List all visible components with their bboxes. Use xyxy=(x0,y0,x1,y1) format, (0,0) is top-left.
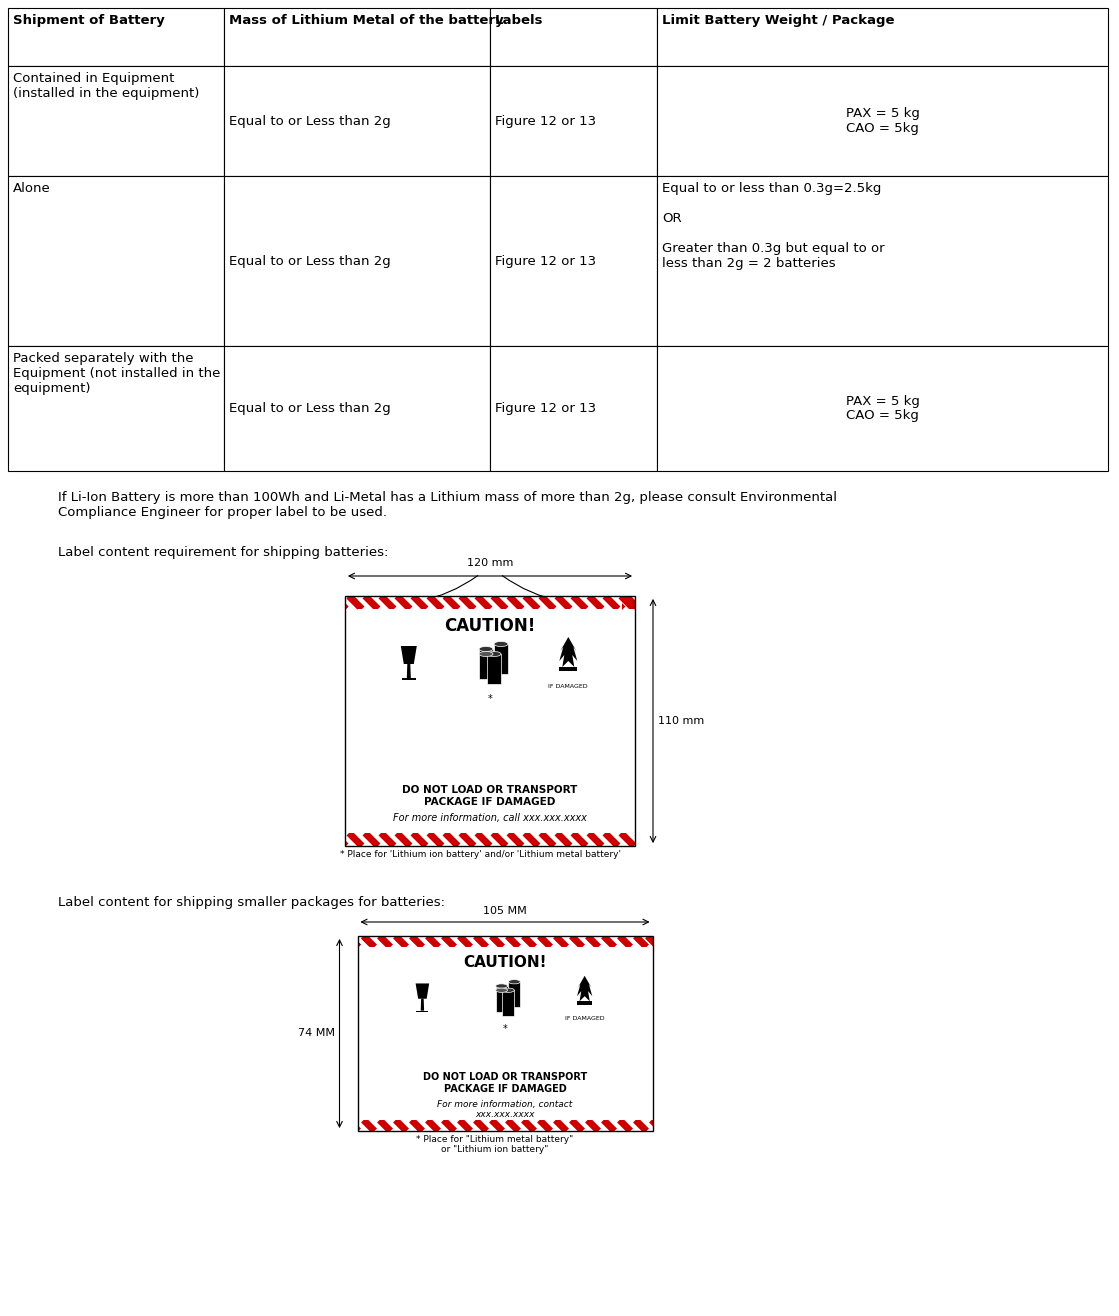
Bar xyxy=(345,833,634,846)
Bar xyxy=(657,176,1108,346)
Bar xyxy=(622,596,634,846)
Text: Figure 12 or 13: Figure 12 or 13 xyxy=(495,254,596,267)
Bar xyxy=(577,1001,592,1004)
Text: 110 mm: 110 mm xyxy=(658,716,704,726)
Bar xyxy=(345,596,358,846)
Ellipse shape xyxy=(493,641,508,646)
Bar xyxy=(490,8,657,66)
Bar xyxy=(8,8,224,66)
Polygon shape xyxy=(402,678,416,680)
Text: Contained in Equipment
(installed in the equipment): Contained in Equipment (installed in the… xyxy=(13,72,199,100)
Bar xyxy=(358,609,622,833)
Bar xyxy=(8,66,224,176)
Text: Packed separately with the
Equipment (not installed in the
equipment): Packed separately with the Equipment (no… xyxy=(13,351,220,395)
Bar xyxy=(224,176,490,346)
Bar xyxy=(345,596,634,609)
Bar xyxy=(357,1120,652,1130)
Text: DO NOT LOAD OR TRANSPORT
PACKAGE IF DAMAGED: DO NOT LOAD OR TRANSPORT PACKAGE IF DAMA… xyxy=(403,786,577,807)
Text: Equal to or less than 0.3g=2.5kg

OR

Greater than 0.3g but equal to or
less tha: Equal to or less than 0.3g=2.5kg OR Grea… xyxy=(662,182,885,270)
Polygon shape xyxy=(401,646,416,665)
Bar xyxy=(502,990,515,1016)
Polygon shape xyxy=(407,665,411,678)
Bar xyxy=(641,936,652,1130)
Text: For more information, call xxx.xxx.xxxx: For more information, call xxx.xxx.xxxx xyxy=(393,813,587,822)
Bar xyxy=(345,833,634,846)
Text: *: * xyxy=(488,694,492,704)
Bar xyxy=(479,649,493,679)
Bar xyxy=(368,948,641,1120)
Bar xyxy=(357,936,652,948)
Bar xyxy=(345,596,634,609)
Text: CAUTION!: CAUTION! xyxy=(444,617,536,636)
Bar xyxy=(357,936,652,948)
Bar xyxy=(224,8,490,66)
Text: If Li-Ion Battery is more than 100Wh and Li-Metal has a Lithium mass of more tha: If Li-Ion Battery is more than 100Wh and… xyxy=(58,491,837,519)
Bar xyxy=(490,346,657,471)
Bar xyxy=(487,654,501,684)
Text: Labels: Labels xyxy=(495,14,544,28)
Text: PAX = 5 kg
CAO = 5kg: PAX = 5 kg CAO = 5kg xyxy=(846,395,920,422)
Bar xyxy=(345,596,634,846)
Bar xyxy=(657,8,1108,66)
Bar xyxy=(8,346,224,471)
Bar xyxy=(224,66,490,176)
Bar xyxy=(357,936,652,1130)
Text: * Place for 'Lithium ion battery' and/or 'Lithium metal battery': * Place for 'Lithium ion battery' and/or… xyxy=(339,850,621,859)
Polygon shape xyxy=(421,999,424,1011)
Text: Mass of Lithium Metal of the battery: Mass of Lithium Metal of the battery xyxy=(229,14,504,28)
Text: Equal to or Less than 2g: Equal to or Less than 2g xyxy=(229,254,391,267)
Text: *: * xyxy=(502,1024,507,1034)
Bar xyxy=(345,596,358,846)
Text: Equal to or Less than 2g: Equal to or Less than 2g xyxy=(229,401,391,415)
Text: CAUTION!: CAUTION! xyxy=(463,955,547,970)
Text: For more information, contact
xxx.xxx.xxxx: For more information, contact xxx.xxx.xx… xyxy=(438,1100,573,1120)
Bar xyxy=(357,1120,652,1130)
Ellipse shape xyxy=(496,988,508,992)
Bar xyxy=(357,936,368,1130)
Polygon shape xyxy=(415,983,430,999)
Bar xyxy=(345,596,634,846)
Bar xyxy=(657,66,1108,176)
Ellipse shape xyxy=(479,646,493,651)
Ellipse shape xyxy=(496,984,508,988)
Text: Label content requirement for shipping batteries:: Label content requirement for shipping b… xyxy=(58,546,388,559)
Ellipse shape xyxy=(502,988,515,992)
Bar xyxy=(490,176,657,346)
Polygon shape xyxy=(560,637,577,667)
Text: Limit Battery Weight / Package: Limit Battery Weight / Package xyxy=(662,14,894,28)
Bar xyxy=(224,346,490,471)
Text: 105 MM: 105 MM xyxy=(483,905,527,916)
Bar xyxy=(8,176,224,346)
Text: * Place for "Lithium metal battery"
or "Lithium ion battery": * Place for "Lithium metal battery" or "… xyxy=(416,1134,574,1154)
Bar xyxy=(641,936,652,1130)
Text: IF DAMAGED: IF DAMAGED xyxy=(548,684,589,690)
Bar xyxy=(622,596,634,846)
Bar xyxy=(657,346,1108,471)
Text: 120 mm: 120 mm xyxy=(467,558,514,569)
Text: PAX = 5 kg
CAO = 5kg: PAX = 5 kg CAO = 5kg xyxy=(846,107,920,136)
Polygon shape xyxy=(577,975,592,1001)
Bar xyxy=(490,66,657,176)
Polygon shape xyxy=(416,1011,429,1012)
Bar xyxy=(560,667,577,671)
Bar xyxy=(493,644,508,674)
Text: Figure 12 or 13: Figure 12 or 13 xyxy=(495,114,596,128)
Text: Shipment of Battery: Shipment of Battery xyxy=(13,14,164,28)
Ellipse shape xyxy=(508,979,520,984)
Text: Label content for shipping smaller packages for batteries:: Label content for shipping smaller packa… xyxy=(58,896,445,909)
Ellipse shape xyxy=(487,651,501,657)
Bar xyxy=(496,986,508,1012)
Text: Figure 12 or 13: Figure 12 or 13 xyxy=(495,401,596,415)
Text: Alone: Alone xyxy=(13,182,50,195)
Bar xyxy=(357,936,368,1130)
Ellipse shape xyxy=(479,651,493,657)
Bar xyxy=(357,936,652,1130)
Text: IF DAMAGED: IF DAMAGED xyxy=(565,1016,604,1021)
Text: Equal to or Less than 2g: Equal to or Less than 2g xyxy=(229,114,391,128)
Text: 74 MM: 74 MM xyxy=(298,1029,335,1038)
Bar xyxy=(508,982,520,1007)
Text: DO NOT LOAD OR TRANSPORT
PACKAGE IF DAMAGED: DO NOT LOAD OR TRANSPORT PACKAGE IF DAMA… xyxy=(423,1073,587,1094)
